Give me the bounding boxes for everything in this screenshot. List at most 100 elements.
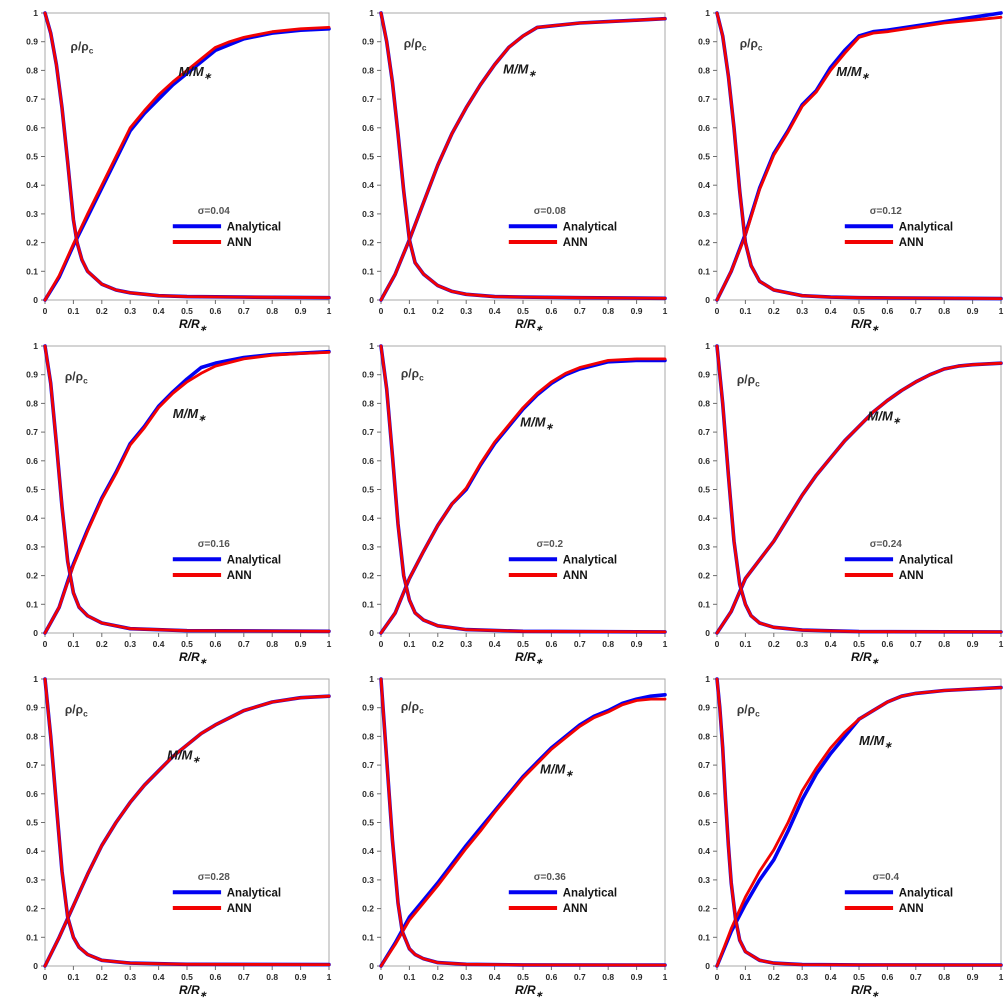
- x-tick-label: 0.1: [739, 972, 751, 982]
- y-tick-label: 0.8: [362, 731, 374, 741]
- y-tick-label: 0.6: [362, 123, 374, 133]
- legend-ann-label: ANN: [563, 903, 588, 915]
- panel-sigma-0.24: 0 0.1 0.2 0.3 0.4 0.5 0.6 0.7 0.8 0.9 1 0 0.1 0.2 0.3 0…: [672, 333, 1008, 666]
- y-tick-label: 0.9: [26, 37, 38, 47]
- y-tick-label: 0.7: [698, 760, 710, 770]
- plot-box: [380, 12, 666, 301]
- chart-svg: 0 0.1 0.2 0.3 0.4 0.5 0.6 0.7 0.8 0.9 1 0 0.1 0.2 0.3 0…: [26, 674, 332, 999]
- x-tick-label: 0: [715, 639, 720, 649]
- y-tick-label: 0.7: [26, 760, 38, 770]
- x-axis-label: R/R∗: [515, 650, 544, 666]
- ann-density-line: [715, 344, 1003, 634]
- y-tick-label: 0.6: [698, 123, 710, 133]
- x-tick-label: 0.4: [489, 639, 501, 649]
- x-tick-label: 0.8: [602, 972, 614, 982]
- y-tick-label: 0: [705, 295, 710, 305]
- y-tick-label: 0.5: [362, 485, 374, 495]
- x-tick-label: 0.5: [517, 639, 529, 649]
- legend-sigma-label: σ=0.28: [198, 872, 231, 883]
- panel-sigma-0.04: 0 0.1 0.2 0.3 0.4 0.5 0.6 0.7 0.8 0.9 1 0 0.1 0.2 0.3 0…: [0, 0, 336, 333]
- x-tick-label: 0.1: [403, 639, 415, 649]
- y-tick-label: 0.4: [26, 513, 38, 523]
- y-tick-label: 0.6: [698, 456, 710, 466]
- y-tick-label: 0.1: [26, 266, 38, 276]
- legend-sigma-label: σ=0.12: [870, 206, 903, 217]
- y-tick-label: 0.6: [362, 456, 374, 466]
- plot-box: [716, 345, 1002, 634]
- y-tick-label: 0.9: [698, 370, 710, 380]
- y-tick-label: 0.7: [698, 427, 710, 437]
- ann-density-line: [43, 11, 331, 300]
- x-tick-label: 0.5: [853, 639, 865, 649]
- y-tick-label: 0.7: [362, 427, 374, 437]
- ann-mass-line: [43, 350, 331, 635]
- y-tick-label: 0: [705, 961, 710, 971]
- x-tick-label: 1: [327, 972, 332, 982]
- mass-curve-label: M/M∗: [520, 414, 553, 431]
- x-tick-label: 0.7: [238, 972, 250, 982]
- x-tick-label: 0.9: [967, 972, 979, 982]
- y-tick-label: 0.2: [698, 571, 710, 581]
- y-tick-label: 0.2: [362, 238, 374, 248]
- y-tick-label: 0.5: [698, 485, 710, 495]
- y-tick-label: 0.6: [26, 456, 38, 466]
- mass-curve-label: M/M∗: [503, 61, 536, 78]
- y-tick-label: 0: [705, 628, 710, 638]
- x-tick-label: 0.8: [938, 639, 950, 649]
- x-tick-label: 0.9: [967, 639, 979, 649]
- mass-curve-label: M/M∗: [173, 406, 206, 423]
- chart-svg: 0 0.1 0.2 0.3 0.4 0.5 0.6 0.7 0.8 0.9 1 0 0.1 0.2 0.3 0…: [26, 341, 331, 666]
- density-curve-label: ρ/ρc: [71, 39, 94, 55]
- x-tick-label: 0.2: [432, 306, 444, 316]
- y-tick-label: 0.5: [362, 152, 374, 162]
- x-tick-label: 0.4: [153, 306, 165, 316]
- y-tick-label: 1: [33, 674, 38, 684]
- x-tick-label: 0.3: [124, 972, 136, 982]
- x-tick-label: 0.5: [181, 639, 193, 649]
- y-tick-label: 0.5: [698, 818, 710, 828]
- x-tick-label: 1: [663, 972, 668, 982]
- x-tick-label: 0.6: [209, 306, 221, 316]
- legend-ann-label: ANN: [227, 237, 252, 249]
- x-tick-label: 0.9: [295, 306, 307, 316]
- legend-analytical-label: Analytical: [899, 554, 953, 566]
- y-tick-label: 0.7: [698, 94, 710, 104]
- y-tick-label: 1: [33, 341, 38, 351]
- x-tick-label: 1: [999, 639, 1004, 649]
- x-tick-label: 0.7: [574, 972, 586, 982]
- density-curve-label: ρ/ρc: [740, 36, 763, 52]
- y-tick-label: 0.3: [26, 875, 38, 885]
- y-tick-label: 0.4: [698, 513, 710, 523]
- ann-density-line: [715, 11, 1003, 300]
- x-tick-label: 0.7: [910, 972, 922, 982]
- x-tick-label: 0.8: [266, 972, 278, 982]
- y-tick-label: 0.2: [26, 238, 38, 248]
- legend-analytical-label: Analytical: [227, 554, 281, 566]
- x-tick-label: 0.6: [881, 306, 893, 316]
- plot-box: [380, 678, 666, 967]
- x-tick-label: 0.2: [96, 639, 108, 649]
- y-tick-label: 0.4: [698, 180, 710, 190]
- x-tick-label: 0.1: [739, 639, 751, 649]
- ann-mass-line: [715, 686, 1003, 968]
- y-tick-label: 0.2: [26, 571, 38, 581]
- legend-ann-label: ANN: [899, 237, 924, 249]
- y-tick-label: 0.3: [698, 542, 710, 552]
- legend-sigma-label: σ=0.2: [536, 539, 563, 550]
- mass-curve-label: M/M∗: [859, 733, 892, 750]
- x-tick-label: 0: [379, 972, 384, 982]
- y-tick-label: 0.3: [362, 209, 374, 219]
- ann-density-line: [379, 11, 667, 300]
- x-axis-label: R/R∗: [851, 983, 880, 999]
- legend-sigma-label: σ=0.16: [198, 539, 231, 550]
- y-tick-label: 0.4: [362, 180, 374, 190]
- plot-box: [716, 678, 1002, 967]
- x-tick-label: 0: [715, 972, 720, 982]
- legend-sigma-label: σ=0.24: [870, 539, 903, 550]
- x-tick-label: 0.3: [460, 972, 472, 982]
- mass-curve-label: M/M∗: [540, 762, 573, 779]
- ann-density-line: [43, 344, 331, 633]
- x-tick-label: 0.6: [209, 639, 221, 649]
- y-tick-label: 0.2: [362, 571, 374, 581]
- x-tick-label: 0.5: [181, 306, 193, 316]
